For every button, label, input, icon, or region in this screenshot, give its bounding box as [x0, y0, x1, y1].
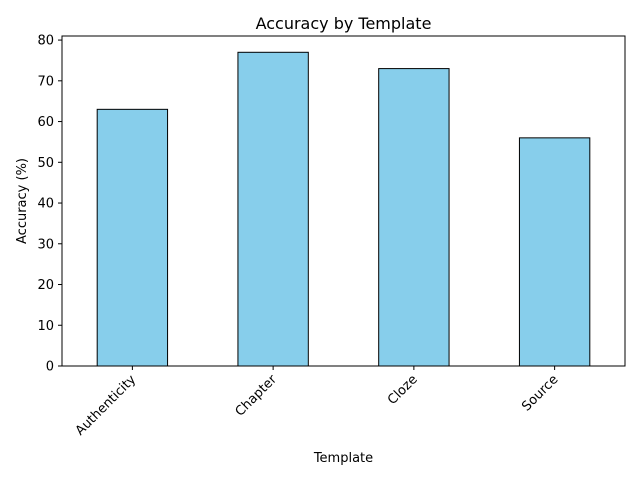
y-tick-label: 50 — [37, 156, 54, 171]
bar-cloze — [378, 68, 450, 367]
y-tick-label: 10 — [37, 319, 54, 334]
plot-area-frame — [61, 35, 626, 367]
y-tick-label: 70 — [37, 74, 54, 89]
y-axis-label: Accuracy (%) — [15, 158, 30, 244]
bar-source — [518, 137, 591, 367]
x-axis-label: Template — [313, 451, 373, 466]
y-tick-label: 40 — [37, 197, 54, 212]
y-tick-label: 80 — [37, 34, 54, 49]
bar-chapter — [237, 51, 309, 367]
y-tick-label: 60 — [37, 115, 54, 130]
y-tick-label: 20 — [37, 278, 54, 293]
x-tick-label: Source — [519, 372, 561, 414]
y-tick-label: 0 — [46, 360, 54, 375]
bars-layer — [96, 51, 591, 367]
bar-authenticity — [96, 108, 169, 367]
x-tick-label: Cloze — [385, 372, 421, 408]
y-tick-label: 30 — [37, 237, 54, 252]
y-axis: 0 10 20 30 40 50 60 70 80 — [37, 34, 62, 375]
x-axis: Authenticity Chapter Cloze Source — [73, 366, 561, 439]
x-tick-label: Authenticity — [73, 372, 140, 439]
chart-title: Accuracy by Template — [256, 14, 432, 33]
x-tick-label: Chapter — [233, 372, 281, 420]
